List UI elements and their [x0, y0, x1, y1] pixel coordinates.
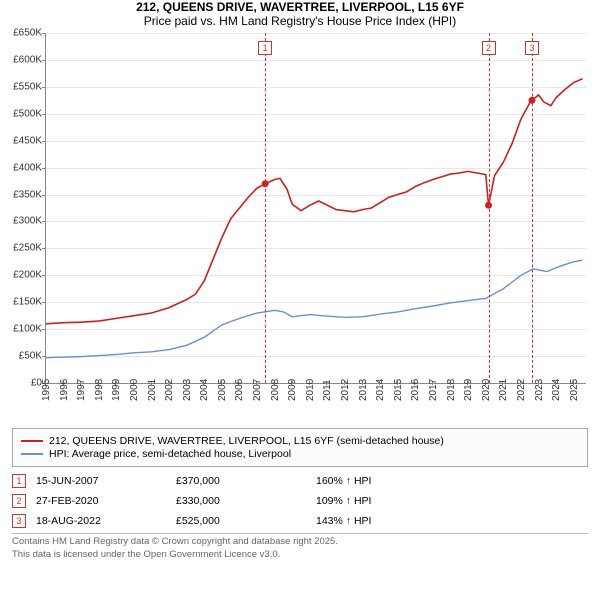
- x-axis-label: 2007: [252, 379, 263, 401]
- x-axis-label: 2000: [129, 379, 140, 401]
- x-axis-label: 2001: [147, 379, 158, 401]
- x-axis-label: 2016: [410, 379, 421, 401]
- x-axis-label: 2005: [217, 379, 228, 401]
- y-axis-label: £550K: [2, 81, 42, 92]
- x-axis-label: 2003: [182, 379, 193, 401]
- x-axis-label: 2006: [234, 379, 245, 401]
- y-axis-label: £650K: [2, 28, 42, 39]
- y-axis-label: £400K: [2, 162, 42, 173]
- x-axis-label: 2010: [305, 379, 316, 401]
- chart-area: 1 2 3 £0 £50K £100K £150K £200K £250K £300K £350K…: [0, 28, 600, 428]
- x-axis-label: 2014: [375, 379, 386, 401]
- line-series: [46, 33, 586, 383]
- legend-item: HPI: Average price, semi-detached house,…: [21, 448, 579, 460]
- x-axis-label: 2022: [516, 379, 527, 401]
- x-axis-label: 2004: [199, 379, 210, 401]
- x-axis-label: 1998: [94, 379, 105, 401]
- y-axis-label: £350K: [2, 189, 42, 200]
- x-axis-label: 2008: [270, 379, 281, 401]
- x-axis-label: 1999: [111, 379, 122, 401]
- chart-title: 212, QUEENS DRIVE, WAVERTREE, LIVERPOOL,…: [0, 0, 600, 14]
- y-axis-label: £0: [2, 378, 42, 389]
- x-axis-label: 2019: [463, 379, 474, 401]
- x-axis-label: 1995: [41, 379, 52, 401]
- footnote-licence: This data is licensed under the Open Gov…: [12, 549, 588, 560]
- y-axis-label: £450K: [2, 135, 42, 146]
- y-axis-label: £500K: [2, 108, 42, 119]
- x-axis-label: 2024: [551, 379, 562, 401]
- x-axis-label: 2011: [322, 379, 333, 401]
- reference-marker: 2: [482, 41, 496, 55]
- x-axis-label: 2009: [287, 379, 298, 401]
- x-axis-label: 2012: [340, 379, 351, 401]
- y-axis-label: £100K: [2, 324, 42, 335]
- y-axis-label: £150K: [2, 297, 42, 308]
- legend-item: 212, QUEENS DRIVE, WAVERTREE, LIVERPOOL,…: [21, 435, 579, 447]
- x-axis-label: 2020: [481, 379, 492, 401]
- plot-region: 1 2 3: [45, 33, 586, 384]
- x-axis-label: 2017: [428, 379, 439, 401]
- transaction-table: 115-JUN-2007£370,000160% ↑ HPI227-FEB-20…: [12, 471, 588, 534]
- footnote-copyright: Contains HM Land Registry data © Crown c…: [12, 536, 588, 547]
- legend: 212, QUEENS DRIVE, WAVERTREE, LIVERPOOL,…: [12, 428, 588, 467]
- transaction-row: 227-FEB-2020£330,000109% ↑ HPI: [12, 491, 588, 511]
- x-axis-label: 2015: [393, 379, 404, 401]
- transaction-row: 318-AUG-2022£525,000143% ↑ HPI: [12, 511, 588, 531]
- transaction-row: 115-JUN-2007£370,000160% ↑ HPI: [12, 471, 588, 491]
- y-axis-label: £600K: [2, 54, 42, 65]
- reference-marker: 1: [258, 41, 272, 55]
- x-axis-label: 2013: [358, 379, 369, 401]
- x-axis-label: 2021: [498, 379, 509, 401]
- y-axis-label: £200K: [2, 270, 42, 281]
- reference-marker: 3: [525, 41, 539, 55]
- chart-subtitle: Price paid vs. HM Land Registry's House …: [0, 14, 600, 28]
- y-axis-label: £50K: [2, 351, 42, 362]
- y-axis-label: £250K: [2, 243, 42, 254]
- x-axis-label: 2002: [164, 379, 175, 401]
- x-axis-label: 1997: [76, 379, 87, 401]
- x-axis-label: 2023: [534, 379, 545, 401]
- x-axis-label: 2025: [569, 379, 580, 401]
- chart-container: 212, QUEENS DRIVE, WAVERTREE, LIVERPOOL,…: [0, 0, 600, 590]
- y-axis-label: £300K: [2, 216, 42, 227]
- x-axis-label: 1996: [59, 379, 70, 401]
- x-axis-label: 2018: [446, 379, 457, 401]
